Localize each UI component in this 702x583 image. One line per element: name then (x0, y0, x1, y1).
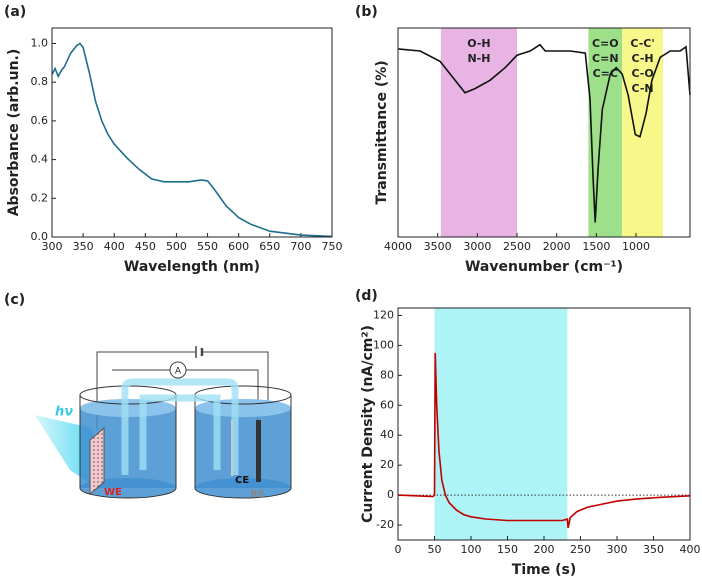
x-tick-label: 400 (680, 543, 701, 556)
y-tick-label: -20 (376, 518, 394, 531)
panel-label: (a) (4, 4, 26, 20)
electrolyte (195, 408, 291, 488)
panel-label: (d) (355, 288, 378, 304)
y-tick-label: 120 (373, 308, 394, 321)
x-tick-label: 1500 (582, 240, 610, 253)
data-line (397, 352, 691, 529)
reference-electrode (256, 420, 261, 482)
y-tick-label: 0.4 (31, 153, 49, 166)
beaker (194, 395, 292, 499)
band-label: C-N (632, 82, 654, 95)
x-tick-label: 2000 (543, 240, 571, 253)
x-tick-label: 350 (643, 543, 664, 556)
ce-label: CE (235, 475, 249, 486)
x-tick-label: 400 (104, 240, 125, 253)
re-label: RE (250, 489, 265, 500)
x-tick-label: 300 (42, 240, 63, 253)
y-tick-label: 1.0 (31, 36, 49, 49)
data-line (51, 42, 333, 238)
panel-label: (c) (4, 292, 25, 308)
x-tick-label: 50 (428, 543, 442, 556)
band-label: C=C (593, 67, 618, 80)
x-tick-label: 3000 (463, 240, 491, 253)
band-label: O-H (467, 37, 490, 50)
electrolyte (80, 478, 176, 498)
x-tick-label: 4000 (384, 240, 412, 253)
y-tick-label: 0.6 (31, 114, 49, 127)
plot-frame (397, 307, 691, 541)
beaker (79, 395, 177, 499)
y-tick-label: 20 (380, 458, 394, 471)
salt-bridge (121, 378, 239, 475)
x-tick-label: 1000 (622, 240, 650, 253)
shaded-band (434, 308, 568, 540)
y-tick-label: 0.0 (31, 230, 49, 243)
x-axis-label: Wavenumber (cm⁻¹) (465, 259, 623, 275)
x-tick-label: 100 (461, 543, 482, 556)
x-tick-label: 3500 (424, 240, 452, 253)
x-tick-label: 2500 (503, 240, 531, 253)
x-tick-label: 750 (322, 240, 343, 253)
we-label: WE (104, 487, 122, 498)
y-tick-label: 0.2 (31, 191, 49, 204)
band-label: C=N (592, 52, 619, 65)
y-axis-label: Current Density (nA/cm²) (360, 325, 376, 523)
x-tick-label: 200 (534, 543, 555, 556)
band-label: C-H (632, 52, 654, 65)
shaded-band (440, 28, 518, 237)
y-tick-label: 60 (380, 398, 394, 411)
ammeter (169, 361, 187, 379)
band-label: N-H (467, 52, 490, 65)
working-electrode (89, 426, 105, 496)
y-tick-label: 40 (380, 428, 394, 441)
y-tick-label: 80 (380, 368, 394, 381)
y-tick-label: 100 (373, 338, 394, 351)
band-label: C=O (592, 37, 619, 50)
x-axis-label: Time (s) (512, 562, 576, 578)
x-tick-label: 450 (135, 240, 156, 253)
y-tick-label: 0.8 (31, 75, 49, 88)
x-tick-label: 0 (395, 543, 402, 556)
plot-frame (397, 27, 691, 238)
x-tick-label: 150 (497, 543, 518, 556)
x-tick-label: 650 (259, 240, 280, 253)
x-tick-label: 500 (166, 240, 187, 253)
cell-diagram: (c) hν A WE CE RE (4, 292, 292, 500)
x-tick-label: 350 (73, 240, 94, 253)
light-label: hν (55, 405, 73, 420)
data-line (397, 43, 691, 223)
x-axis-label: Wavelength (nm) (124, 259, 260, 275)
shaded-band (622, 28, 664, 237)
band-label: C-C' (630, 37, 654, 50)
panel-label: (b) (355, 4, 378, 20)
wire (202, 351, 269, 410)
y-tick-label: 0 (387, 488, 394, 501)
x-tick-label: 700 (290, 240, 311, 253)
ammeter-label: A (175, 367, 182, 377)
x-tick-label: 300 (607, 543, 628, 556)
x-tick-label: 250 (570, 543, 591, 556)
y-axis-label: Transmittance (%) (374, 60, 390, 204)
electrolyte (195, 478, 291, 498)
band-label: C-O (631, 67, 653, 80)
y-axis-label: Absorbance (arb.un.) (6, 49, 22, 217)
x-tick-label: 600 (228, 240, 249, 253)
plot-frame (51, 27, 333, 238)
x-tick-label: 550 (197, 240, 218, 253)
